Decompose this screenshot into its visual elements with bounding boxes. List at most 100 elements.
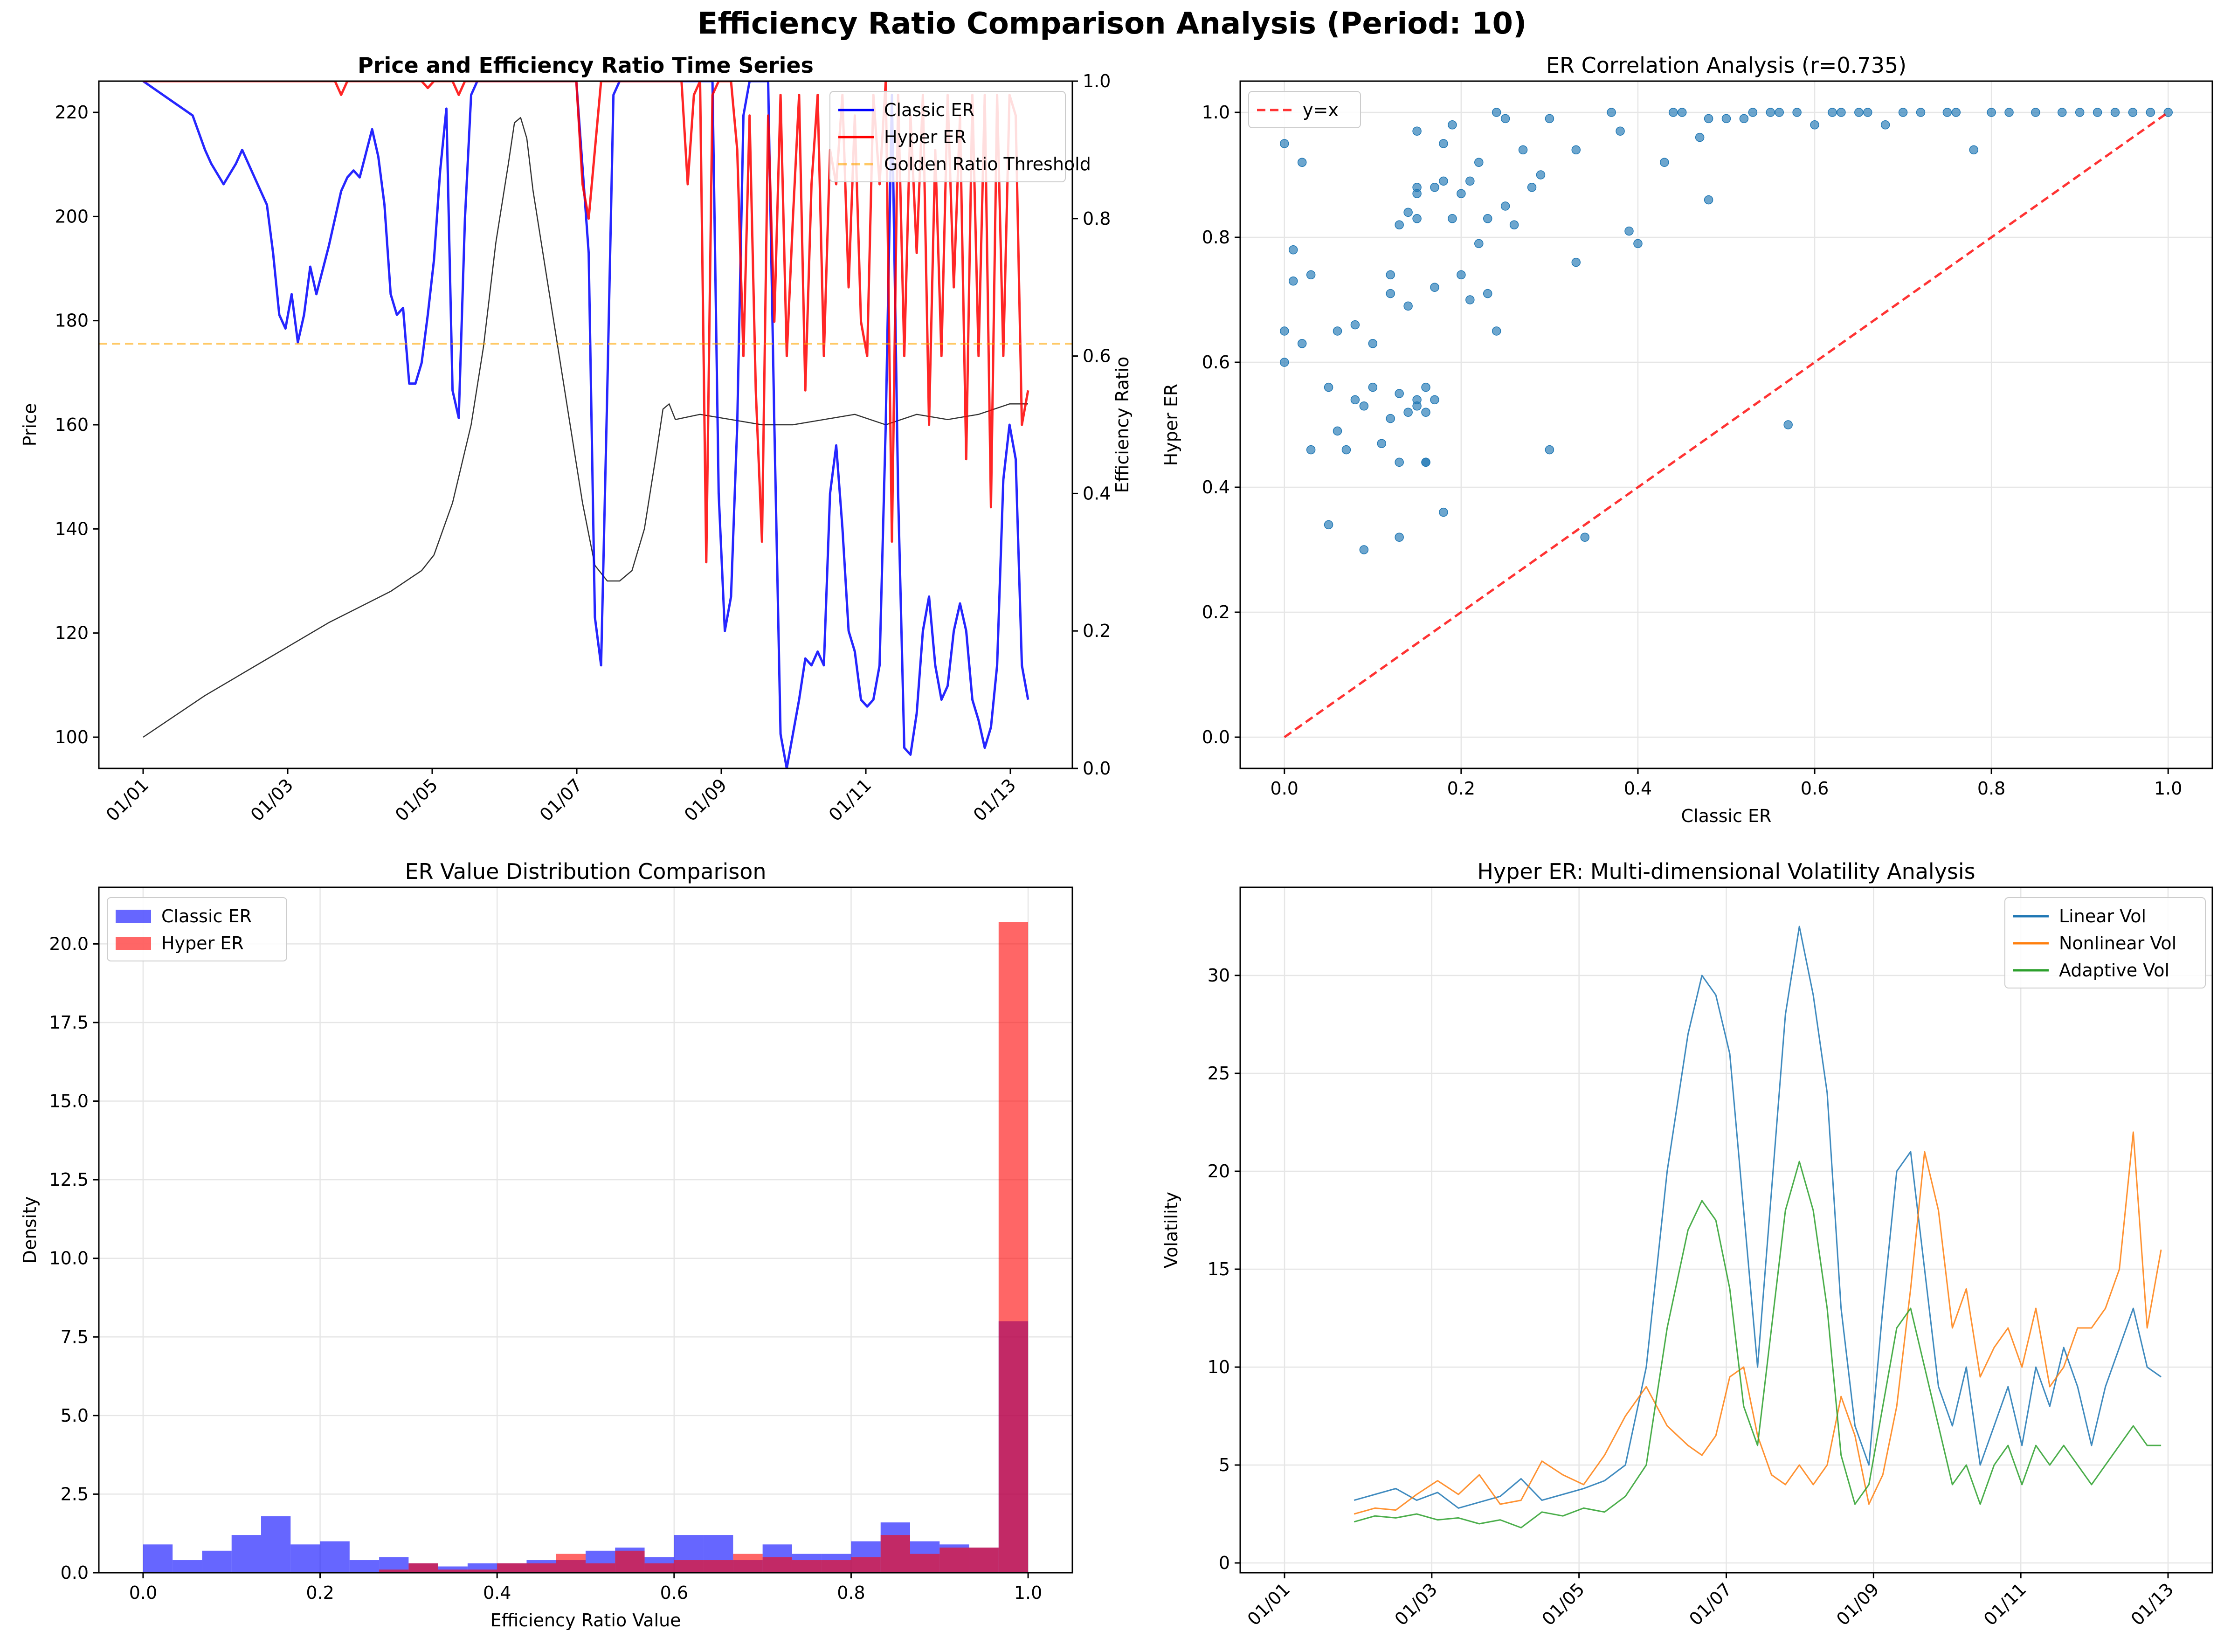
hyper-bin-16 <box>615 1550 645 1573</box>
scatter-point-86 <box>1792 108 1802 117</box>
scatter-point-77 <box>1695 132 1705 142</box>
hist-xtick-1.0: 1.0 <box>1014 1583 1042 1603</box>
scatter-point-53 <box>1474 239 1484 249</box>
scatter-point-38 <box>1421 382 1430 392</box>
scatter-point-18 <box>1368 339 1378 348</box>
scatter-point-90 <box>1854 108 1864 117</box>
scatter-point-75 <box>1669 108 1678 117</box>
scatter-point-78 <box>1704 195 1713 205</box>
scatter-point-15 <box>1350 320 1360 330</box>
scatter-ytick-0.8: 0.8 <box>1202 227 1230 248</box>
scatter-point-63 <box>1527 183 1537 192</box>
scatter-point-29 <box>1403 301 1413 311</box>
scatter-point-88 <box>1828 108 1837 117</box>
vol-legend-label-0: Linear Vol <box>2059 906 2146 926</box>
hyper-bin-23 <box>822 1560 851 1573</box>
vol-xtick-01/07: 01/07 <box>1685 1579 1736 1630</box>
scatter-point-61 <box>1509 220 1519 229</box>
hyper-bin-28 <box>969 1548 999 1573</box>
ts-xtick-01/05: 01/05 <box>391 774 442 825</box>
vol-ytick-10: 10 <box>1208 1357 1230 1377</box>
hyper-bin-13 <box>526 1563 556 1573</box>
scatter-point-80 <box>1721 114 1731 124</box>
vol-ytick-20: 20 <box>1208 1161 1230 1182</box>
hist-xtick-0.4: 0.4 <box>483 1583 511 1603</box>
hyper-bin-29 <box>998 922 1029 1573</box>
nonlinear-vol-line <box>1354 1131 2162 1515</box>
scatter-point-79 <box>1704 114 1713 124</box>
scatter-point-72 <box>1624 226 1634 236</box>
hyper-bin-26 <box>910 1554 940 1573</box>
hist-ytick-7.5: 7.5 <box>61 1327 89 1347</box>
scatter-point-84 <box>1775 108 1784 117</box>
scatter-point-21 <box>1386 289 1395 298</box>
scatter-point-19 <box>1368 382 1378 392</box>
scatter-point-91 <box>1863 108 1872 117</box>
vol-xtick-01/11: 01/11 <box>1980 1579 2031 1630</box>
scatter-point-11 <box>1333 326 1342 336</box>
hist-frame <box>98 886 1073 1574</box>
scatter-point-66 <box>1545 114 1554 124</box>
scatter-point-76 <box>1677 108 1687 117</box>
scatter-point-52 <box>1465 176 1475 186</box>
hist-xlabel: Efficiency Ratio Value <box>490 1610 681 1631</box>
scatter-point-42 <box>1430 395 1439 405</box>
scatter-legend-label-0: y=x <box>1303 100 1339 120</box>
ts-y2tick-0.2: 0.2 <box>1083 621 1111 641</box>
scatter-point-24 <box>1395 457 1404 467</box>
scatter-point-58 <box>1492 108 1501 117</box>
scatter-point-9 <box>1324 520 1333 530</box>
scatter-point-30 <box>1403 207 1413 217</box>
hyper-bin-18 <box>674 1560 704 1573</box>
ts-legend-box <box>829 91 1066 182</box>
vol-xtick-01/05: 01/05 <box>1538 1579 1589 1630</box>
scatter-ytick-0.6: 0.6 <box>1202 352 1230 373</box>
vol-xtick-01/03: 01/03 <box>1391 1579 1442 1630</box>
scatter-point-20 <box>1377 439 1387 448</box>
hyper-bin-25 <box>880 1535 910 1573</box>
scatter-point-50 <box>1457 189 1466 198</box>
vol-legend-label-2: Adaptive Vol <box>2059 960 2169 981</box>
scatter-point-104 <box>2110 108 2120 117</box>
scatter-point-0 <box>1280 139 1289 148</box>
hist-ytick-5.0: 5.0 <box>61 1405 89 1426</box>
scatter-point-17 <box>1359 545 1369 554</box>
scatter-point-62 <box>1518 145 1528 155</box>
scatter-point-6 <box>1297 339 1307 348</box>
scatter-xtick-0.0: 0.0 <box>1271 778 1298 799</box>
hyper-bin-9 <box>408 1563 438 1573</box>
scatter-point-54 <box>1474 158 1484 167</box>
hist-ytick-2.5: 2.5 <box>61 1484 89 1504</box>
classic-bin-4 <box>261 1516 291 1573</box>
ts-legend-label-1: Hyper ER <box>884 127 967 147</box>
ts-title: Price and Efficiency Ratio Time Series <box>358 53 814 78</box>
scatter-xtick-0.6: 0.6 <box>1801 778 1829 799</box>
scatter-ytick-1.0: 1.0 <box>1202 102 1230 123</box>
scatter-point-105 <box>2128 108 2138 117</box>
scatter-point-36 <box>1412 183 1422 192</box>
scatter-point-102 <box>2075 108 2085 117</box>
vol-ytick-5: 5 <box>1219 1455 1230 1475</box>
hist-xtick-0.2: 0.2 <box>306 1583 334 1603</box>
hyper-bin-8 <box>379 1569 409 1573</box>
scatter-point-92 <box>1880 120 1890 130</box>
classic-bin-6 <box>320 1541 350 1573</box>
scatter-point-32 <box>1412 401 1422 411</box>
ts-xtick-01/03: 01/03 <box>247 774 297 825</box>
scatter-point-70 <box>1607 108 1616 117</box>
vol-legend-label-1: Nonlinear Vol <box>2059 933 2176 954</box>
ts-legend-label-0: Classic ER <box>884 100 974 120</box>
scatter-title: ER Correlation Analysis (r=0.735) <box>1546 53 1906 78</box>
scatter-point-83 <box>1766 108 1775 117</box>
scatter-point-85 <box>1783 420 1793 429</box>
scatter-frame <box>1239 80 2213 769</box>
hyper-bin-27 <box>939 1548 969 1573</box>
scatter-point-59 <box>1500 201 1510 211</box>
scatter-point-12 <box>1333 426 1342 436</box>
vol-ytick-25: 25 <box>1208 1063 1230 1084</box>
ts-legend-label-2: Golden Ratio Threshold <box>884 154 1091 174</box>
scatter-point-43 <box>1430 183 1439 192</box>
vol-xtick-01/01: 01/01 <box>1243 1579 1294 1630</box>
scatter-point-2 <box>1280 326 1289 336</box>
linear-vol-line <box>1354 926 2162 1509</box>
